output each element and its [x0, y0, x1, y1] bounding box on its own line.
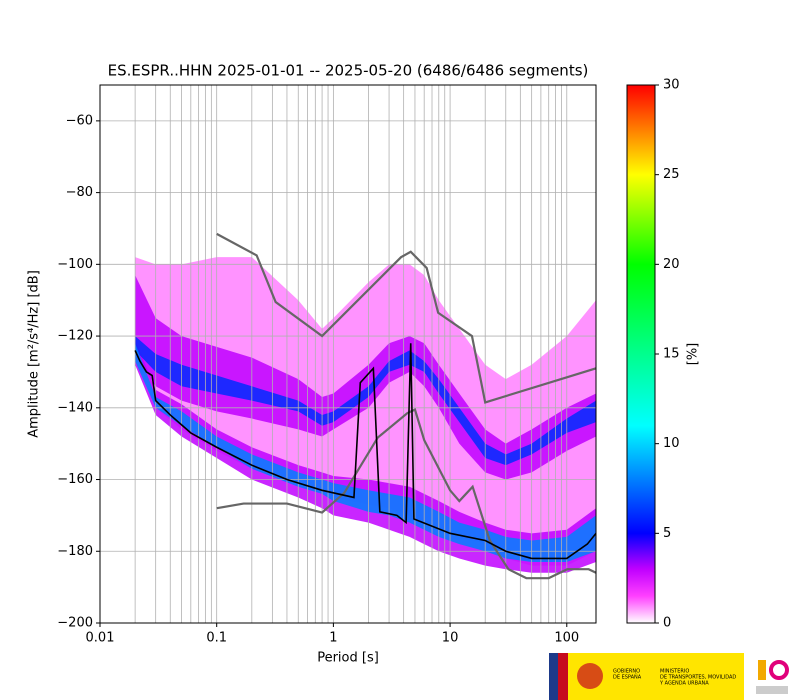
logo-flag	[558, 653, 568, 700]
x-tick-label: 0.1	[206, 631, 227, 646]
x-tick-label: 100	[554, 631, 579, 646]
y-tick-label: −120	[57, 329, 93, 344]
logo-150	[756, 686, 788, 694]
logo-shield	[577, 663, 603, 689]
chart-title: ES.ESPR..HHN 2025-01-01 -- 2025-05-20 (6…	[108, 62, 589, 80]
y-tick-label: −140	[57, 400, 93, 415]
logo-text: DE TRANSPORTES, MOVILIDAD	[660, 675, 736, 681]
logo-text: MINISTERIO	[660, 669, 689, 675]
colorbar-tick-label: 25	[663, 167, 680, 182]
y-tick-label: −200	[57, 616, 93, 631]
logo-150	[758, 660, 766, 680]
y-tick-label: −160	[57, 472, 93, 487]
logo-150	[769, 660, 789, 680]
x-tick-label: 10	[442, 631, 459, 646]
y-tick-label: −80	[66, 185, 93, 200]
colorbar-tick-label: 0	[663, 616, 671, 631]
logo-text: DE ESPAÑA	[613, 674, 642, 681]
line	[134, 343, 596, 560]
colorbar	[626, 84, 656, 624]
y-axis-label: Amplitude [m²/s⁴/Hz] [dB]	[27, 270, 42, 438]
colorbar-tick-label: 10	[663, 436, 680, 451]
colorbar-tick-label: 30	[663, 78, 680, 93]
logo-text: Y AGENDA URBANA	[659, 681, 709, 687]
logo-text: GOBIERNO	[613, 669, 640, 675]
colorbar-tick-label: 15	[663, 347, 680, 362]
line	[216, 408, 596, 580]
y-tick-label: −180	[57, 544, 93, 559]
x-tick-label: 1	[329, 631, 337, 646]
y-tick-label: −60	[66, 113, 93, 128]
y-tick-label: −100	[57, 257, 93, 272]
plot-frame	[99, 84, 597, 624]
colorbar-tick-label: 20	[663, 257, 680, 272]
x-axis-label: Period [s]	[317, 651, 379, 666]
plot-area	[100, 85, 596, 623]
colorbar-label: [%]	[686, 343, 701, 366]
logo: GOBIERNO DE ESPAÑA MINISTERIO DE TRANSPO…	[549, 653, 789, 700]
colorbar-tick-label: 5	[663, 526, 671, 541]
density-band	[135, 257, 596, 566]
x-tick-label: 0.01	[86, 631, 115, 646]
line	[216, 232, 596, 404]
